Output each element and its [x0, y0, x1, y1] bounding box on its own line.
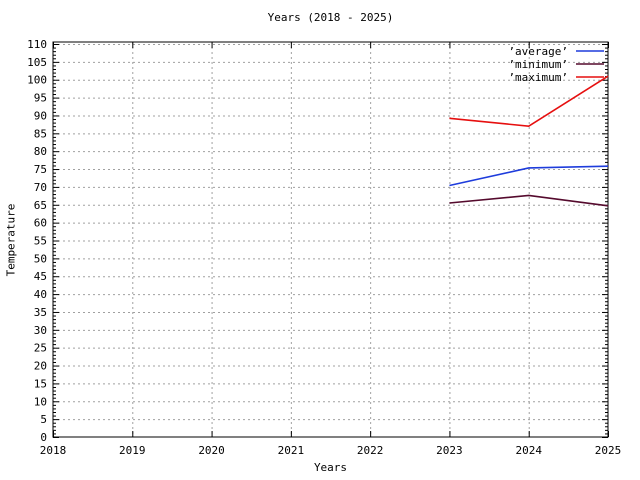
y-axis-tick-label: 60: [34, 217, 47, 230]
y-tick-labels: 0 5 10 15 20 25 30 35 40 45 50 55 60 65 70 75 80 85 90 95 10…: [27, 38, 47, 444]
y-axis-tick-label: 45: [34, 270, 47, 283]
grid: [53, 42, 608, 437]
series-line-average: [449, 165, 609, 187]
x-axis-tick-label: 2024: [515, 444, 542, 457]
y-axis-tick-label: 80: [34, 145, 47, 158]
axis-ticks: [53, 42, 609, 438]
x-axis-label: Years: [313, 461, 348, 474]
y-axis-tick-label: 15: [34, 377, 47, 390]
y-axis-tick-label: 75: [34, 163, 47, 176]
legend-label: ’minimum’: [508, 58, 568, 71]
legend-label: ’average’: [508, 45, 568, 58]
x-axis-tick-label: 2021: [278, 444, 305, 457]
y-axis-tick-label: 65: [34, 199, 47, 212]
y-axis-tick-label: 40: [34, 288, 47, 301]
legend-label: ’maximum’: [508, 71, 568, 84]
y-axis-tick-label: 25: [34, 342, 47, 355]
legend-item-average: ’average’: [508, 45, 604, 58]
y-axis-tick-label: 70: [34, 181, 47, 194]
y-axis-tick-label: 50: [34, 252, 47, 265]
plot-border: [52, 41, 609, 438]
y-axis-tick-label: 85: [34, 127, 47, 140]
x-axis-tick-label: 2025: [595, 444, 622, 457]
x-axis-tick-label: 2018: [40, 444, 67, 457]
x-axis-tick-label: 2019: [119, 444, 146, 457]
y-axis-tick-label: 100: [27, 74, 47, 87]
y-axis-tick-label: 90: [34, 109, 47, 122]
y-axis-tick-label: 35: [34, 306, 47, 319]
chart-title: Years (2018 - 2025): [267, 11, 394, 24]
legend-item-maximum: ’maximum’: [508, 71, 604, 84]
y-axis-tick-label: 95: [34, 92, 47, 105]
y-axis-tick-label: 20: [34, 360, 47, 373]
x-axis-tick-label: 2020: [198, 444, 225, 457]
x-tick-labels: 2018 2019 2020 2021 2022 2023 2024 2025: [40, 444, 622, 457]
y-axis-tick-label: 30: [34, 324, 47, 337]
y-axis-tick-label: 105: [27, 56, 47, 69]
y-axis-tick-label: 5: [40, 413, 47, 426]
y-axis-tick-label: 0: [40, 431, 47, 444]
y-axis-tick-label: 55: [34, 235, 47, 248]
y-axis-tick-label: 110: [27, 38, 47, 51]
y-axis-tick-label: 10: [34, 395, 47, 408]
legend: ’average’’minimum’’maximum’: [508, 45, 604, 84]
x-axis-tick-label: 2023: [436, 444, 463, 457]
legend-item-minimum: ’minimum’: [508, 58, 604, 71]
x-axis-tick-label: 2022: [357, 444, 384, 457]
series-line-maximum: [449, 75, 609, 127]
series-line-minimum: [449, 194, 609, 207]
